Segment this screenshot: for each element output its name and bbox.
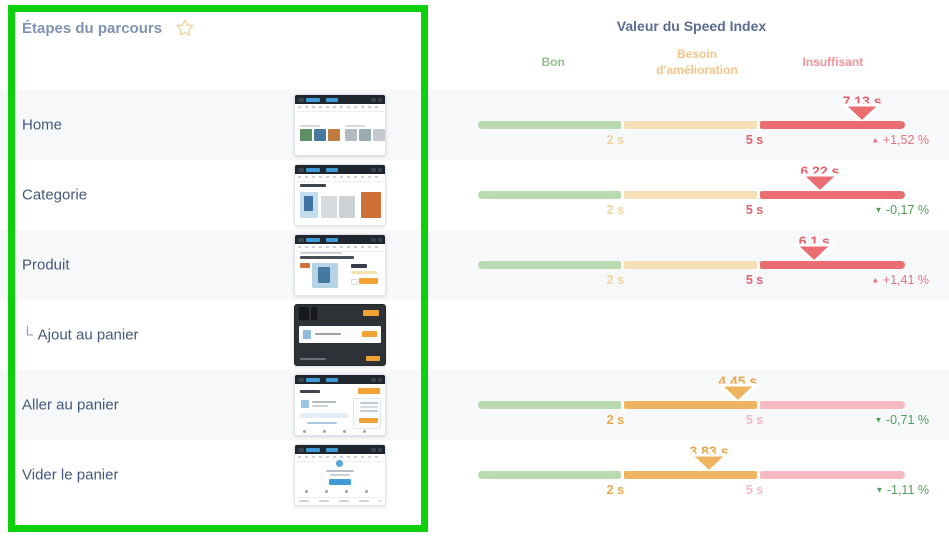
step-thumbnail-ajout-au-panier[interactable] — [294, 304, 386, 366]
step-thumbnail-aller-au-panier[interactable] — [294, 374, 386, 436]
step-label: Aller au panier — [22, 396, 119, 414]
gauge-tick-5s: 5 s — [745, 273, 764, 287]
gauge-tick-5s: 5 s — [745, 203, 764, 217]
step-thumbnail-produit[interactable] — [294, 234, 386, 296]
gauge-tick-5s: 5 s — [745, 133, 764, 147]
gauge-bar — [478, 191, 905, 199]
step-thumbnail-categorie[interactable] — [294, 164, 386, 226]
delta-badge: ▲ +1,41 % — [871, 273, 929, 287]
speed-index-title: Valeur du Speed Index — [616, 18, 767, 34]
gauge-tick-2s: 2 s — [606, 133, 625, 147]
gauge-bar — [478, 401, 905, 409]
delta-direction-icon: ▼ — [875, 485, 884, 495]
step-label: Categorie — [22, 186, 88, 204]
step-label: └ Ajout au panier — [22, 326, 139, 344]
step-thumbnail-home[interactable] — [294, 94, 386, 156]
delta-badge: ▼ -0,17 % — [874, 203, 930, 217]
zone-label-warn: Besoin d'amélioration — [656, 46, 738, 77]
speed-index-gauge: 6,1 s 2 s 5 s ▲ +1,41 % — [440, 230, 949, 300]
delta-direction-icon: ▼ — [874, 205, 883, 215]
delta-badge: ▼ -0,71 % — [874, 413, 930, 427]
gauge-marker-icon — [798, 173, 842, 195]
delta-badge: ▼ -1,11 % — [875, 483, 929, 497]
step-label: Vider le panier — [22, 466, 119, 484]
delta-badge: ▲ +1,52 % — [871, 133, 929, 147]
speed-index-gauge: 3,83 s 2 s 5 s ▼ -1,11 % — [440, 440, 949, 510]
gauge-tick-2s: 2 s — [606, 413, 625, 427]
gauge-marker-icon — [840, 103, 884, 125]
zone-label-good: Bon — [541, 54, 565, 69]
step-row-aller-au-panier[interactable]: Aller au panier 4,45 s 2 s — [0, 370, 949, 440]
gauge-marker-icon — [687, 453, 731, 475]
step-row-vider-le-panier[interactable]: Vider le panier 3,83 s 2 s 5 s — [0, 440, 949, 510]
step-row-categorie[interactable]: Categorie 6,22 s 2 s 5 s ▼ -0,17 — [0, 160, 949, 230]
gauge-tick-5s: 5 s — [745, 483, 764, 497]
zone-legend: Bon Besoin d'amélioration Insuffisant — [478, 42, 905, 82]
gauge-bar — [478, 261, 905, 269]
speed-index-header: Valeur du Speed Index Bon Besoin d'améli… — [440, 0, 949, 90]
gauge-tick-2s: 2 s — [606, 273, 625, 287]
gauge-bar — [478, 121, 905, 129]
journey-steps-list: Home 7,13 s 2 s 5 s — [0, 90, 949, 510]
gauge-tick-5s: 5 s — [745, 413, 764, 427]
gauge-tick-2s: 2 s — [606, 483, 625, 497]
gauge-marker-icon — [792, 243, 837, 265]
speed-index-gauge: 4,45 s 2 s 5 s ▼ -0,71 % — [440, 370, 949, 440]
favorite-star-icon[interactable] — [175, 18, 195, 38]
gauge-tick-2s: 2 s — [606, 203, 625, 217]
gauge-marker-icon — [715, 383, 760, 405]
journey-steps-title: Étapes du parcours — [22, 19, 163, 37]
delta-direction-icon: ▲ — [871, 135, 880, 145]
step-row-ajout-au-panier[interactable]: └Ajout au panier 2 s 5 s — [0, 300, 949, 370]
substep-branch-icon: └ — [22, 326, 33, 344]
gauge-bar — [478, 471, 905, 479]
step-label: Produit — [22, 256, 70, 274]
delta-direction-icon: ▲ — [871, 275, 880, 285]
step-label: Home — [22, 116, 63, 134]
step-thumbnail-vider-le-panier[interactable] — [294, 444, 386, 506]
header: Étapes du parcours Valeur du Speed Index… — [0, 0, 949, 90]
speed-index-gauge: 6,22 s 2 s 5 s ▼ -0,17 % — [440, 160, 949, 230]
zone-label-bad: Insuffisant — [802, 54, 864, 69]
step-row-produit[interactable]: Produit 6,1 s 2 s 5 s — [0, 230, 949, 300]
step-row-home[interactable]: Home 7,13 s 2 s 5 s — [0, 90, 949, 160]
delta-direction-icon: ▼ — [874, 415, 883, 425]
speed-index-gauge: 7,13 s 2 s 5 s ▲ +1,52 % — [440, 90, 949, 160]
journey-steps-header: Étapes du parcours — [0, 0, 440, 90]
